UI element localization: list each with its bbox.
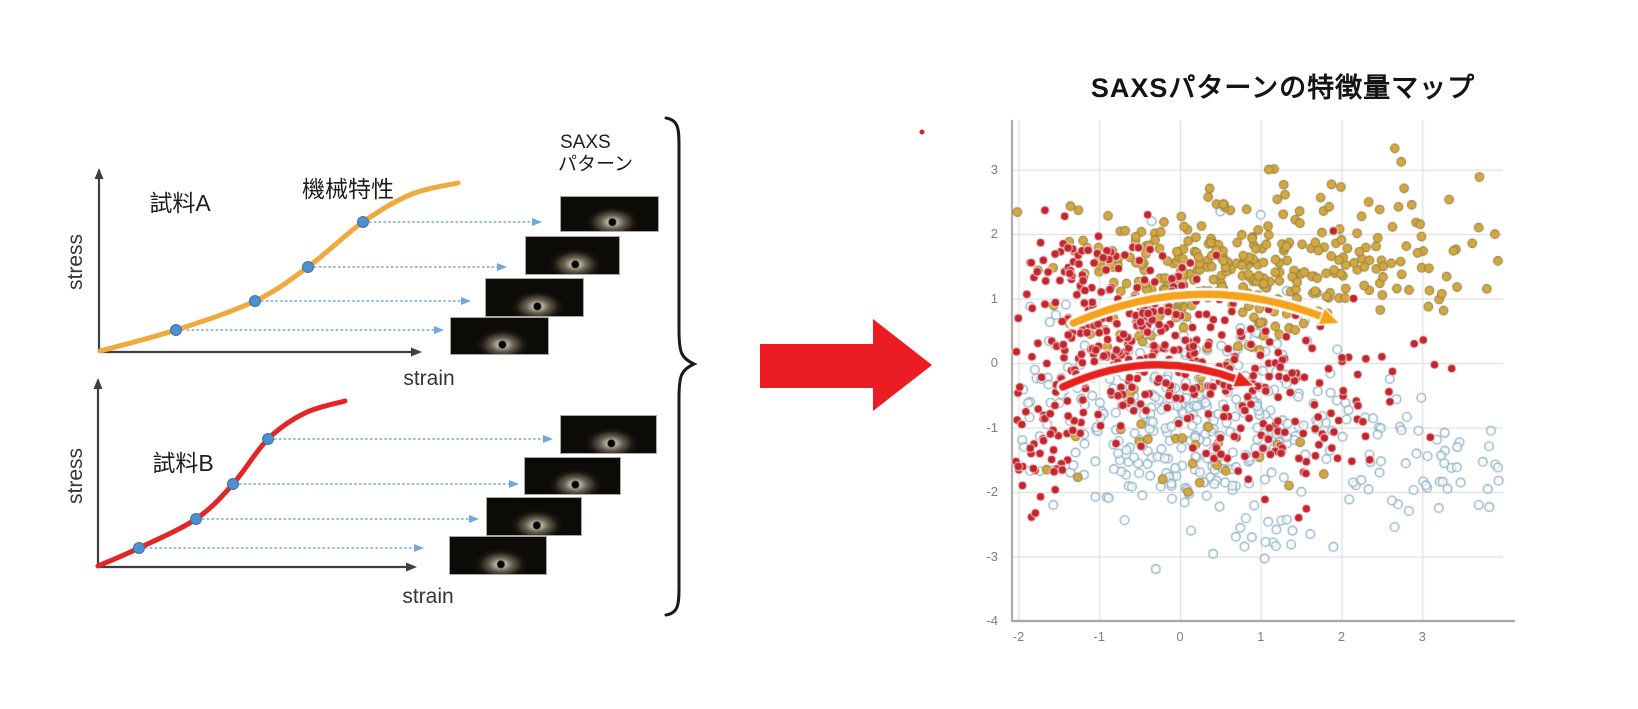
saxs-pattern-image — [449, 536, 547, 575]
curve-sample-point — [190, 513, 202, 525]
x-axis-arrowhead-icon — [411, 347, 422, 357]
y-tick-label: 3 — [990, 161, 998, 177]
dashed-arrowhead-icon — [414, 544, 424, 552]
stress-strain-diagram-layer — [93, 116, 932, 617]
x-tick-label: 0 — [1176, 629, 1184, 644]
curve-sample-point — [357, 216, 369, 228]
dashed-arrowhead-icon — [434, 326, 444, 334]
stray-red-dot — [919, 129, 925, 135]
stress-strain-chart-a — [94, 168, 542, 357]
stress-strain-chart-b — [93, 378, 553, 572]
saxs-pattern-image — [560, 196, 659, 232]
curve-sample-point — [249, 295, 261, 307]
saxs-pattern-image — [485, 278, 584, 317]
dashed-arrowhead-icon — [469, 515, 479, 523]
saxs-pattern-image — [525, 236, 620, 275]
dashed-arrowhead-icon — [461, 297, 471, 305]
stress-axis-label-b: stress — [64, 447, 87, 505]
x-axis-arrowhead-icon — [406, 562, 417, 572]
curve-sample-point — [262, 433, 274, 445]
y-tick-label: -2 — [986, 484, 998, 500]
x-tick-label: -2 — [1012, 629, 1025, 644]
saxs-pattern-image — [524, 457, 621, 495]
stress-axis-label-a: stress — [64, 233, 87, 291]
x-tick-label: -1 — [1093, 629, 1105, 644]
saxs-pattern-caption-line1: SAXS — [560, 132, 611, 153]
sample-b-label: 試料B — [152, 450, 214, 476]
y-tick-label: -3 — [986, 548, 998, 564]
y-tick-label: -4 — [986, 613, 998, 628]
y-axis-arrowhead-icon — [93, 378, 103, 389]
y-tick-label: -1 — [986, 419, 998, 435]
x-tick-label: 3 — [1418, 629, 1426, 644]
scatter-plot-title: SAXSパターンの特徴量マップ — [1090, 73, 1476, 103]
saxs-pattern-image — [486, 497, 582, 536]
x-tick-label: 2 — [1337, 629, 1346, 644]
mechanical-property-label: 機械特性 — [302, 176, 394, 202]
curve-sample-point — [170, 324, 182, 336]
feature-map-scatter-plot — [950, 105, 1638, 650]
dashed-arrowhead-icon — [543, 435, 553, 443]
dashed-arrowhead-icon — [532, 218, 542, 226]
sample-a-label: 試料A — [149, 190, 211, 216]
curve-sample-point — [227, 478, 239, 490]
y-tick-label: 2 — [990, 226, 998, 242]
curly-brace — [664, 116, 698, 617]
dashed-arrowhead-icon — [509, 480, 519, 488]
curve-sample-point — [302, 261, 314, 273]
big-red-arrow-icon — [760, 319, 932, 411]
strain-axis-label-b: strain — [402, 585, 454, 608]
saxs-pattern-image — [450, 317, 549, 355]
dashed-arrowhead-icon — [497, 263, 507, 271]
y-axis-arrowhead-icon — [94, 168, 104, 179]
x-tick-label: 1 — [1257, 629, 1265, 644]
saxs-pattern-caption-line2: パターン — [558, 154, 634, 175]
strain-axis-label-a: strain — [403, 367, 455, 390]
y-tick-label: 1 — [990, 290, 998, 306]
curve-sample-point — [133, 542, 145, 554]
saxs-pattern-image — [560, 415, 657, 454]
y-tick-label: 0 — [990, 355, 998, 371]
